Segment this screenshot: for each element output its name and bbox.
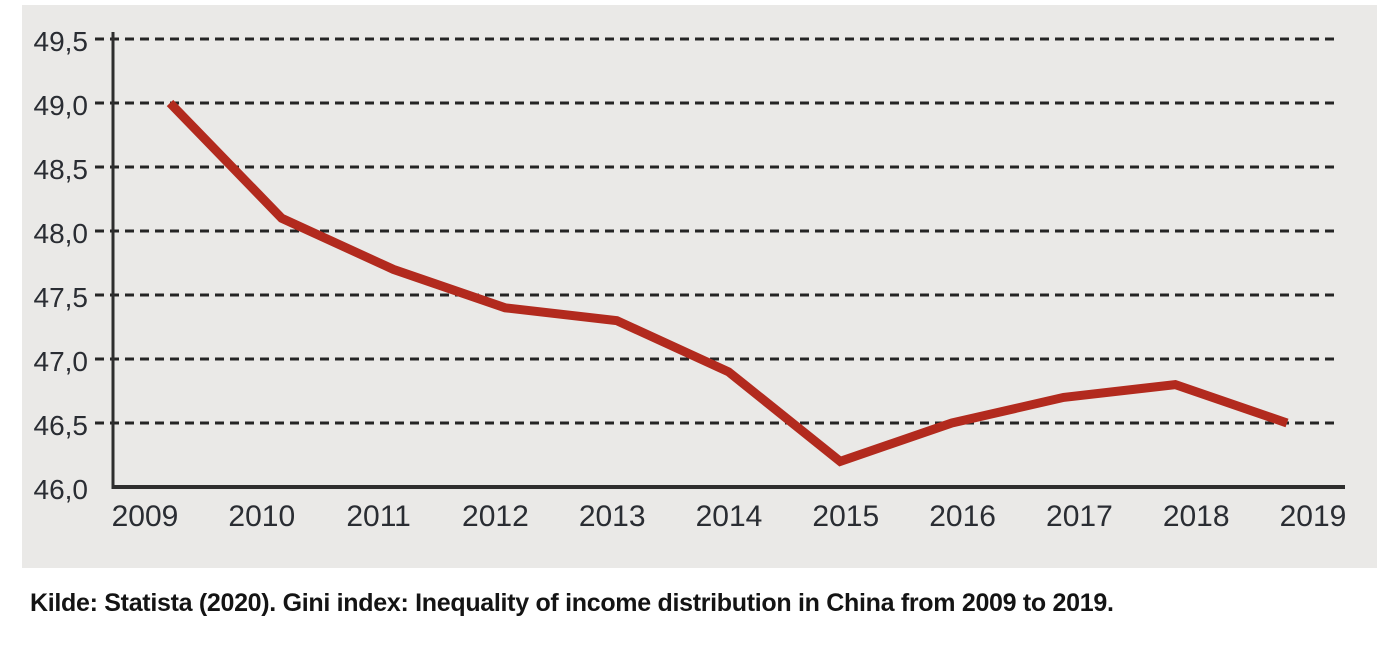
y-tick-label: 49,0 (34, 90, 89, 121)
x-tick-label: 2011 (346, 500, 411, 533)
chart-panel: 46,0 46,5 47,0 47,5 48,0 48,5 49,0 49,5 2009 2010… (22, 5, 1377, 568)
y-tick-label: 48,5 (34, 154, 89, 185)
y-tick-label: 46,5 (34, 410, 89, 441)
chart-background (22, 5, 1377, 568)
x-tick-label: 2013 (579, 500, 646, 533)
y-tick-label: 47,0 (34, 346, 89, 377)
x-tick-label: 2014 (696, 500, 763, 533)
gini-line-chart: 46,0 46,5 47,0 47,5 48,0 48,5 49,0 49,5 2009 2010… (22, 5, 1377, 568)
x-tick-label: 2017 (1046, 500, 1113, 533)
y-tick-label: 48,0 (34, 218, 89, 249)
x-tick-label: 2018 (1163, 500, 1230, 533)
data-line-gini-index (166, 99, 1289, 467)
x-tick-label: 2009 (112, 500, 179, 533)
x-tick-label: 2010 (228, 500, 295, 533)
y-tick-label: 47,5 (34, 282, 89, 313)
x-tick-label: 2015 (812, 500, 879, 533)
y-tick-label: 46,0 (34, 474, 89, 505)
source-caption: Kilde: Statista (2020). Gini index: Ineq… (30, 589, 1114, 617)
y-tick-label: 49,5 (34, 26, 89, 57)
x-tick-label: 2019 (1280, 500, 1347, 533)
x-tick-label: 2012 (462, 500, 529, 533)
x-tick-label: 2016 (929, 500, 996, 533)
